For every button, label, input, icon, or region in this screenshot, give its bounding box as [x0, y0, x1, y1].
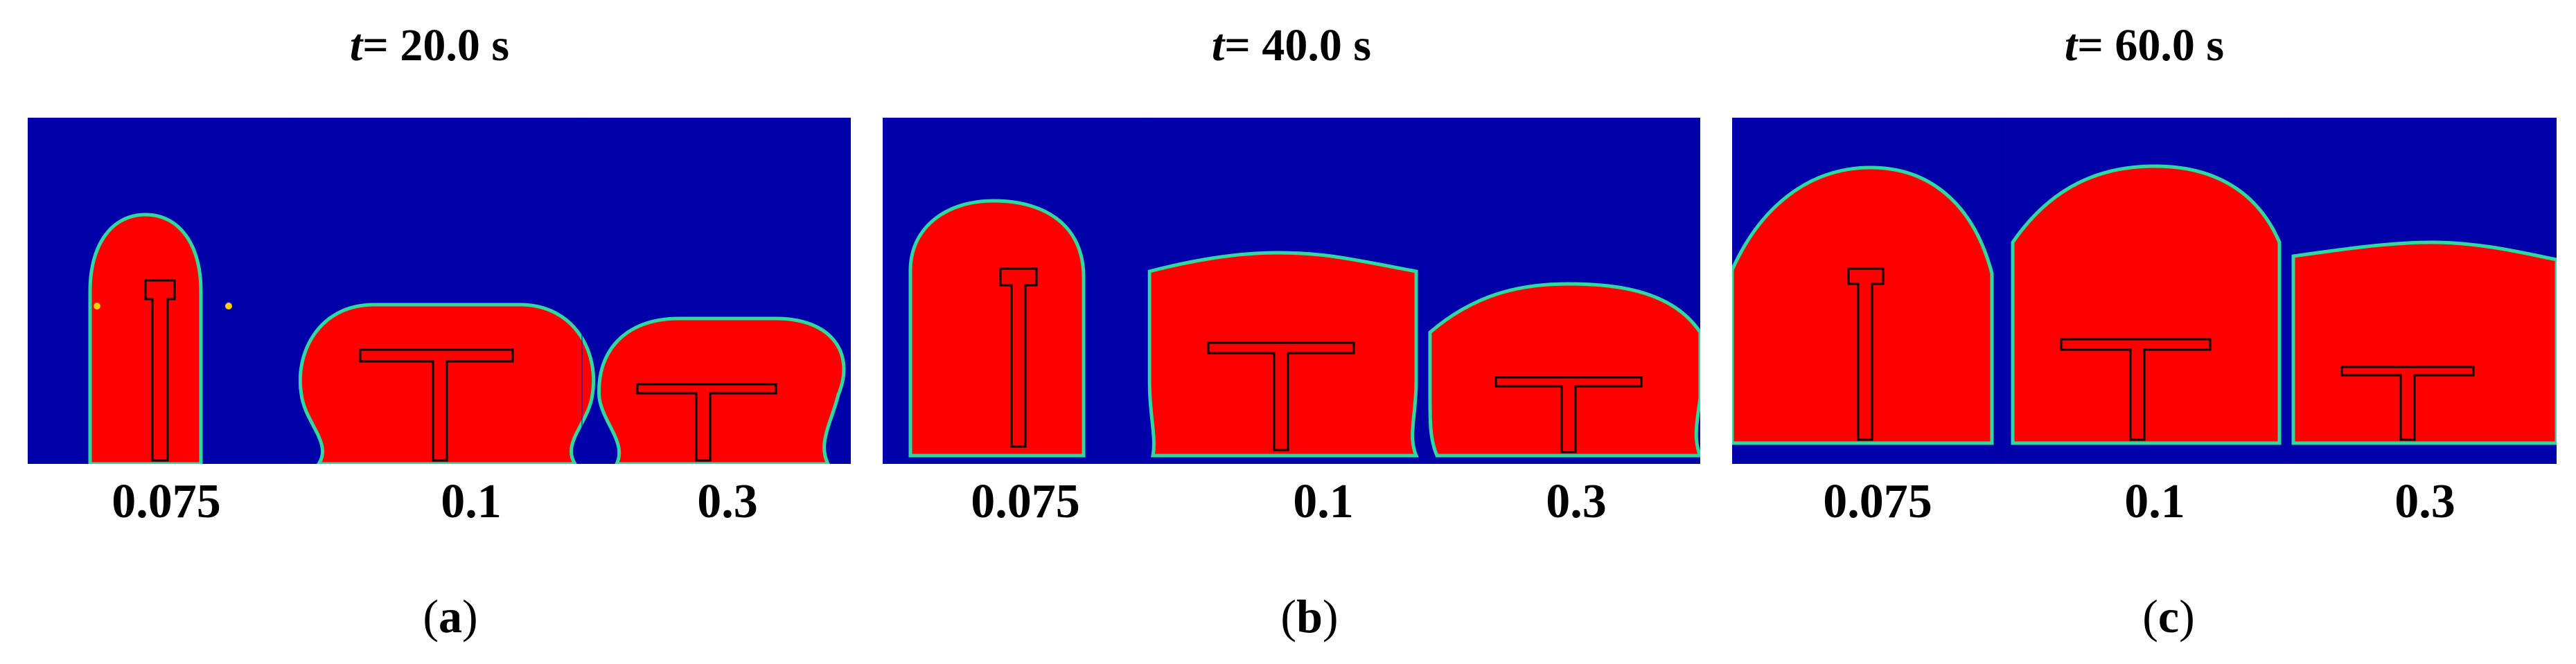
- time-variable: t: [1211, 20, 1225, 71]
- dense-fluid-column-0075: [88, 213, 203, 464]
- droplet-right: [225, 303, 232, 309]
- case-label-a-2: 0.1: [441, 475, 502, 528]
- t-structure-03: [1494, 376, 1643, 454]
- density-field-a: [28, 118, 851, 464]
- density-field-b: [883, 118, 1700, 464]
- letter-b: b: [1296, 589, 1323, 643]
- case-label-c-1: 0.075: [1823, 475, 1932, 528]
- t-structure-03: [636, 383, 777, 462]
- t-structure-01: [1207, 341, 1355, 451]
- case-label-a-3: 0.3: [697, 475, 758, 528]
- dense-fluid-mound-01: [1147, 251, 1419, 458]
- dense-fluid-column-0075: [1732, 165, 1994, 445]
- time-value: = 60.0 s: [2077, 20, 2225, 71]
- t-structure-03: [2340, 366, 2475, 441]
- dense-fluid-column-0075: [908, 199, 1086, 458]
- case-label-c-3: 0.3: [2394, 475, 2455, 528]
- t-structure-01: [359, 348, 514, 462]
- title-a: t = 20.0 s: [28, 18, 831, 73]
- time-variable: t: [349, 20, 363, 71]
- simulation-panel-b: [883, 118, 1700, 464]
- case-label-c-2: 0.1: [2124, 475, 2185, 528]
- title-b: t = 40.0 s: [883, 18, 1700, 73]
- panel-letter-a: (a): [423, 589, 478, 643]
- letter-a: a: [439, 589, 462, 643]
- letter-c: c: [2158, 589, 2180, 643]
- dense-fluid-layer-03: [2291, 240, 2557, 445]
- t-structure-0075: [1847, 267, 1885, 441]
- title-c: t = 60.0 s: [1732, 18, 2557, 73]
- time-variable: t: [2064, 20, 2078, 71]
- case-label-b-3: 0.3: [1546, 475, 1607, 528]
- simulation-panel-a: [28, 118, 851, 464]
- t-structure-0075: [144, 279, 176, 462]
- droplet-left: [94, 303, 100, 309]
- t-structure-0075: [999, 267, 1038, 448]
- time-value: = 40.0 s: [1224, 20, 1372, 71]
- time-value: = 20.0 s: [362, 20, 510, 71]
- dense-fluid-mound-03: [1428, 282, 1700, 458]
- panel-letter-c: (c): [2142, 589, 2195, 643]
- dense-fluid-mound-01: [2011, 164, 2282, 445]
- simulation-panel-c: [1732, 118, 2557, 464]
- case-label-a-1: 0.075: [112, 475, 221, 528]
- case-label-b-2: 0.1: [1293, 475, 1354, 528]
- dense-fluid-mound-03: [597, 316, 846, 464]
- panel-letter-b: (b): [1280, 589, 1339, 643]
- t-structure-01: [2060, 338, 2212, 441]
- case-label-b-1: 0.075: [971, 475, 1080, 528]
- density-field-c: [1732, 118, 2557, 464]
